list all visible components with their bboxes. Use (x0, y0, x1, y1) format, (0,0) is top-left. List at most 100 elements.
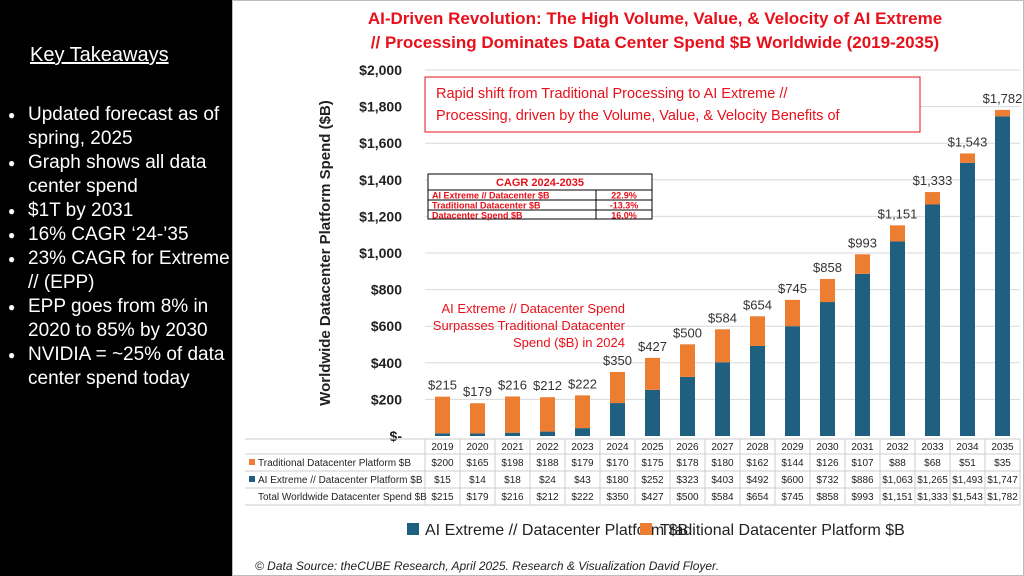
table-cell-ai: $600 (781, 475, 804, 486)
chart-title: // Processing Dominates Data Center Spen… (371, 33, 939, 52)
takeaway-item: Graph shows all data center spend (8, 151, 238, 199)
table-year: 2024 (606, 442, 629, 453)
takeaway-item: $1T by 2031 (8, 199, 238, 223)
total-data-label: $584 (708, 310, 737, 325)
table-cell-traditional: $198 (501, 458, 524, 469)
bar-traditional (750, 316, 765, 346)
bar-ai-extreme (820, 302, 835, 436)
bar-ai-extreme (750, 345, 765, 436)
source-note: © Data Source: theCUBE Research, April 2… (255, 559, 719, 573)
table-year: 2026 (676, 442, 699, 453)
chart-title: AI-Driven Revolution: The High Volume, V… (368, 9, 942, 28)
table-cell-traditional: $180 (711, 458, 734, 469)
bar-ai-extreme (925, 204, 940, 436)
total-data-label: $350 (603, 353, 632, 368)
bar-traditional (505, 396, 520, 433)
bar-traditional (785, 299, 800, 327)
bar-traditional (855, 254, 870, 274)
table-cell-total: $584 (711, 492, 734, 503)
table-cell-total: $215 (431, 492, 454, 503)
table-cell-total: $427 (641, 492, 664, 503)
table-cell-ai: $732 (816, 475, 839, 486)
y-tick-label: $1,200 (359, 208, 402, 224)
total-data-label: $1,333 (913, 173, 953, 188)
table-year: 2030 (816, 442, 839, 453)
bar-traditional (925, 192, 940, 205)
bar-traditional (540, 397, 555, 432)
legend-label-traditional: Traditional Datacenter Platform $B (660, 522, 905, 539)
bar-ai-extreme (715, 362, 730, 436)
cagr-table (427, 173, 653, 220)
annotation-box (424, 76, 921, 133)
table-cell-total: $500 (676, 492, 699, 503)
bar-ai-extreme (540, 431, 555, 436)
legend-label-ai: AI Extreme // Datacenter Platform $B (425, 522, 688, 539)
y-tick-label: $1,400 (359, 172, 402, 188)
total-data-label: $215 (428, 378, 457, 393)
table-cell-total: $858 (816, 492, 839, 503)
annotation-text: Processing, driven by the Volume, Value,… (436, 108, 841, 124)
cagr-row-label: AI Extreme // Datacenter $B (432, 191, 550, 201)
table-cell-traditional: $200 (431, 458, 454, 469)
bar-ai-extreme (435, 433, 450, 436)
takeaways-list: Updated forecast as of spring, 2025 Grap… (8, 103, 238, 391)
legend-swatch-traditional (640, 523, 652, 535)
table-year: 2019 (431, 442, 454, 453)
table-cell-traditional: $188 (536, 458, 559, 469)
table-cell-traditional: $175 (641, 458, 664, 469)
total-data-label: $1,782 (983, 91, 1023, 106)
table-cell-ai: $1,493 (952, 475, 983, 486)
bar-ai-extreme (855, 273, 870, 436)
table-year: 2035 (991, 442, 1014, 453)
table-cell-total: $216 (501, 492, 524, 503)
total-data-label: $179 (463, 384, 492, 399)
total-data-label: $993 (848, 235, 877, 250)
bar-ai-extreme (995, 116, 1010, 436)
crossover-annotation: Spend ($B) in 2024 (513, 335, 625, 350)
table-year: 2032 (886, 442, 909, 453)
takeaway-item: NVIDIA = ~25% of data center spend today (8, 343, 238, 391)
bar-traditional (435, 396, 450, 434)
table-row-label: AI Extreme // Datacenter Platform $B (258, 475, 423, 486)
table-cell-ai: $43 (574, 475, 591, 486)
table-cell-ai: $15 (434, 475, 451, 486)
y-tick-label: $2,000 (359, 62, 402, 78)
table-cell-traditional: $165 (466, 458, 489, 469)
table-cell-ai: $252 (641, 475, 664, 486)
takeaways-heading: Key Takeaways (30, 44, 169, 66)
cagr-row-label: Traditional Datacenter $B (432, 201, 541, 211)
table-cell-total: $1,782 (987, 492, 1018, 503)
table-cell-traditional: $126 (816, 458, 839, 469)
table-cell-ai: $14 (469, 475, 486, 486)
table-cell-total: $350 (606, 492, 629, 503)
table-cell-traditional: $107 (851, 458, 874, 469)
bar-traditional (960, 153, 975, 163)
table-cell-total: $1,333 (917, 492, 948, 503)
bar-traditional (820, 278, 835, 303)
crossover-annotation: Surpasses Traditional Datacenter (433, 318, 626, 333)
legend-swatch-traditional (249, 459, 255, 465)
table-cell-total: $745 (781, 492, 804, 503)
crossover-annotation: AI Extreme // Datacenter Spend (441, 301, 625, 316)
bar-ai-extreme (575, 428, 590, 436)
table-year: 2034 (956, 442, 979, 453)
table-year: 2027 (711, 442, 734, 453)
bar-traditional (995, 109, 1010, 117)
total-data-label: $1,151 (878, 206, 918, 221)
bar-ai-extreme (680, 376, 695, 436)
table-year: 2022 (536, 442, 559, 453)
y-tick-label: $1,600 (359, 135, 402, 151)
table-cell-ai: $180 (606, 475, 629, 486)
total-data-label: $500 (673, 325, 702, 340)
bar-traditional (470, 403, 485, 434)
total-data-label: $745 (778, 281, 807, 296)
annotation-text: Rapid shift from Traditional Processing … (436, 86, 788, 102)
table-cell-total: $1,543 (952, 492, 983, 503)
table-cell-traditional: $179 (571, 458, 594, 469)
total-data-label: $427 (638, 339, 667, 354)
table-cell-ai: $24 (539, 475, 556, 486)
table-cell-traditional: $68 (924, 458, 941, 469)
table-cell-total: $993 (851, 492, 874, 503)
bar-ai-extreme (785, 326, 800, 436)
